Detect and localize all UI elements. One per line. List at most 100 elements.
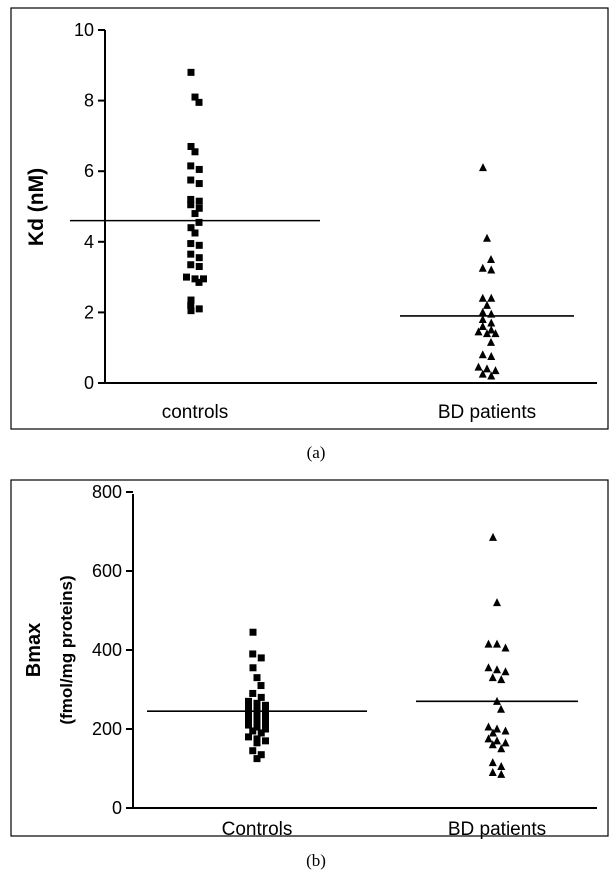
- panel-a-point-bd-patients: [483, 364, 491, 373]
- panel-a-point-bd-patients: [487, 265, 496, 274]
- panel-a-point-bd-patients: [478, 263, 487, 272]
- panel-a-point-bd-patients: [487, 293, 496, 302]
- panel-b-point-controls: [245, 721, 252, 729]
- panel-a-point-bd-patients: [478, 369, 487, 378]
- panel-a-point-bd-patients: [487, 254, 495, 263]
- panel-a-point-controls: [195, 254, 203, 262]
- panel-b-point-controls: [249, 727, 257, 735]
- panel-a-point-bd-patients: [487, 325, 496, 334]
- panel-b-point-controls: [262, 725, 269, 733]
- panel-a-point-bd-patients: [478, 314, 487, 323]
- panel-b-point-bd-patients: [488, 758, 497, 767]
- panel-b-point-bd-patients: [489, 532, 497, 541]
- panel-b-point-bd-patients: [497, 675, 506, 684]
- panel-a-point-controls: [195, 197, 203, 205]
- panel-b-point-controls: [257, 693, 265, 701]
- panel-b-mean-lines: [147, 700, 578, 713]
- panel-a-point-bd-patients: [487, 371, 496, 380]
- panel-b-point-bd-patients: [489, 728, 497, 737]
- panel-b-point-controls: [253, 674, 261, 682]
- panel-b-category-label-controls: Controls: [222, 819, 293, 840]
- panel-a-point-controls: [187, 240, 195, 248]
- panel-a-point-bd-patients: [487, 337, 495, 346]
- panel-b-point-bd-patients: [493, 598, 501, 607]
- panel-b-y-tick-label: 0: [112, 798, 122, 818]
- panel-b-point-controls: [253, 735, 261, 743]
- panel-a-point-controls: [183, 273, 190, 281]
- panel-b-y-tick-label: 200: [92, 719, 122, 739]
- panel-a-point-controls: [187, 162, 195, 170]
- panel-b-y-tick-label: 800: [92, 482, 122, 502]
- panel-a-point-controls: [187, 176, 195, 184]
- panel-b-point-bd-patients: [488, 673, 497, 682]
- panel-a-frame: [10, 7, 609, 430]
- panel-b-point-controls: [245, 715, 252, 723]
- panel-b-point-controls: [262, 701, 269, 709]
- panel-b-point-controls: [253, 755, 261, 763]
- panel-a-point-bd-patients: [483, 300, 491, 309]
- panel-a-point-bd-patients: [483, 329, 491, 338]
- panel-b-point-controls: [262, 713, 269, 721]
- panel-b-point-controls: [245, 697, 252, 705]
- panel-a-y-ticks: 0 2 4 6 8 10: [74, 20, 105, 393]
- panel-b-point-controls: [257, 729, 265, 737]
- panel-b-point-controls: [245, 703, 252, 711]
- panel-b-point-controls: [253, 739, 261, 747]
- panel-b-point-bd-patients: [501, 726, 510, 735]
- panel-b-point-bd-patients: [488, 740, 497, 749]
- panel-b-point-bd-patients: [501, 738, 510, 747]
- panel-b-point-controls: [253, 723, 261, 731]
- panel-a-point-bd-patients: [474, 327, 483, 336]
- panel-b-point-controls: [257, 654, 265, 662]
- panel-a-point-controls: [195, 278, 203, 286]
- panel-b-point-controls: [253, 705, 261, 713]
- panel-b-y-tick-label: 600: [92, 561, 122, 581]
- panel-b-point-bd-patients: [493, 736, 501, 745]
- panel-b-y-axis-label: Bmax: [23, 623, 45, 677]
- panel-a-y-tick-label: 6: [84, 161, 94, 181]
- panel-a-point-controls: [187, 195, 195, 203]
- panel-a-point-bd-patients: [474, 362, 483, 371]
- panel-b-point-bd-patients: [497, 704, 505, 713]
- panel-b-y-tick-label: 400: [92, 640, 122, 660]
- panel-b-point-bd-patients: [501, 667, 510, 676]
- panel-b-point-controls: [245, 733, 252, 741]
- panel-a-point-controls: [187, 261, 195, 269]
- panel-b-point-controls: [249, 650, 257, 658]
- panel-a-y-axis-label: Kd (nM): [25, 168, 48, 246]
- panel-b-frame: [10, 479, 609, 837]
- panel-b-point-controls: [249, 664, 257, 672]
- panel-a-point-controls: [195, 180, 203, 188]
- panel-a-point-bd-patients: [478, 322, 487, 331]
- panel-a-point-bd-patients: [478, 350, 487, 359]
- panel-a-point-controls: [187, 224, 195, 232]
- panel-a-point-controls: [191, 275, 199, 283]
- panel-b-point-controls: [262, 707, 269, 715]
- panel-b-points: [245, 532, 510, 778]
- panel-b-point-bd-patients: [484, 639, 493, 648]
- panel-b-point-bd-patients: [493, 696, 501, 705]
- panel-a-mean-lines: [70, 219, 574, 317]
- panel-b-caption: (b): [306, 851, 326, 870]
- panel-b-category-label-bd-patients: BD patients: [448, 819, 546, 840]
- panel-b-point-bd-patients: [493, 639, 501, 648]
- panel-b-point-controls: [253, 699, 261, 707]
- panel-a-point-controls: [195, 241, 203, 249]
- panel-a-caption: (a): [307, 443, 326, 462]
- panel-b-point-controls: [245, 709, 252, 717]
- panel-b-point-controls: [253, 717, 261, 725]
- panel-a-y-tick-label: 2: [84, 302, 94, 322]
- panel-a-point-bd-patients: [479, 163, 487, 172]
- panel-b-point-bd-patients: [497, 769, 506, 778]
- panel-b-point-controls: [257, 682, 265, 690]
- panel-a-point-bd-patients: [491, 366, 500, 375]
- panel-b-y-axis-label-units: (fmol/mg proteins): [57, 575, 76, 724]
- panel-a-point-bd-patients: [478, 293, 487, 302]
- panel-b-point-bd-patients: [501, 643, 510, 652]
- panel-b-point-bd-patients: [488, 767, 497, 776]
- panel-b-point-controls: [249, 689, 257, 697]
- panel-a-point-controls: [187, 250, 195, 258]
- panel-a-point-controls: [191, 148, 199, 156]
- panel-a-point-bd-patients: [487, 309, 496, 318]
